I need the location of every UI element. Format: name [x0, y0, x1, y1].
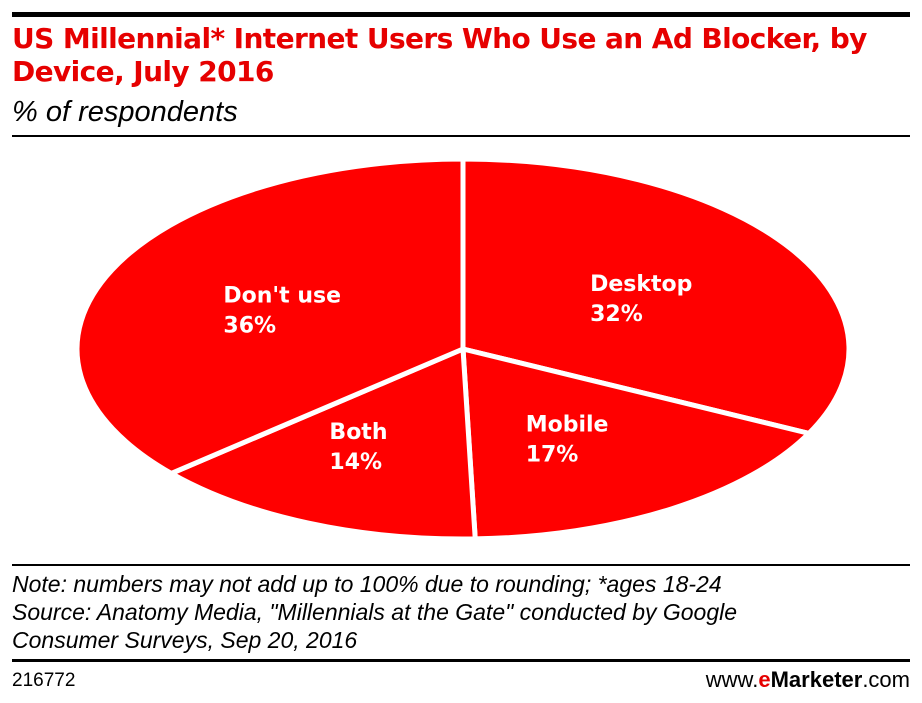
top-rule: [12, 12, 910, 17]
slice-name-label: Mobile: [526, 412, 609, 437]
brand-prefix: www.: [705, 667, 759, 692]
chart-subtitle: % of respondents: [12, 96, 238, 128]
notes-rule: [12, 564, 910, 566]
chart-title: US Millennial* Internet Users Who Use an…: [12, 22, 867, 88]
brand-suffix: .com: [862, 667, 910, 692]
chart-id: 216772: [12, 670, 76, 691]
note-line: Note: numbers may not add up to 100% due…: [12, 571, 722, 597]
footer-rule: [12, 659, 910, 662]
brand-name: Marketer: [770, 667, 863, 692]
slice-value-label: 32%: [590, 302, 643, 327]
emarketer-logo[interactable]: www.eMarketer.com: [706, 667, 910, 693]
slice-value-label: 14%: [329, 450, 382, 475]
brand-e: e: [758, 667, 771, 692]
slice-name-label: Don't use: [223, 283, 341, 308]
slice-mobile: [460, 346, 812, 542]
slice-name-label: Desktop: [590, 272, 692, 297]
slice-both: [168, 346, 478, 542]
source-line: Source: Anatomy Media, "Millennials at t…: [12, 599, 738, 625]
header-rule: [12, 135, 910, 137]
slice-value-label: 36%: [223, 313, 276, 338]
source-line-continued: Consumer Surveys, Sep 20, 2016: [12, 627, 358, 653]
slice-desktop: [460, 156, 852, 436]
slice-value-label: 17%: [526, 442, 579, 467]
chart-notes: Note: numbers may not add up to 100% due…: [12, 570, 910, 654]
slice-dont-use: [74, 156, 466, 476]
slice-name-label: Both: [329, 420, 387, 445]
